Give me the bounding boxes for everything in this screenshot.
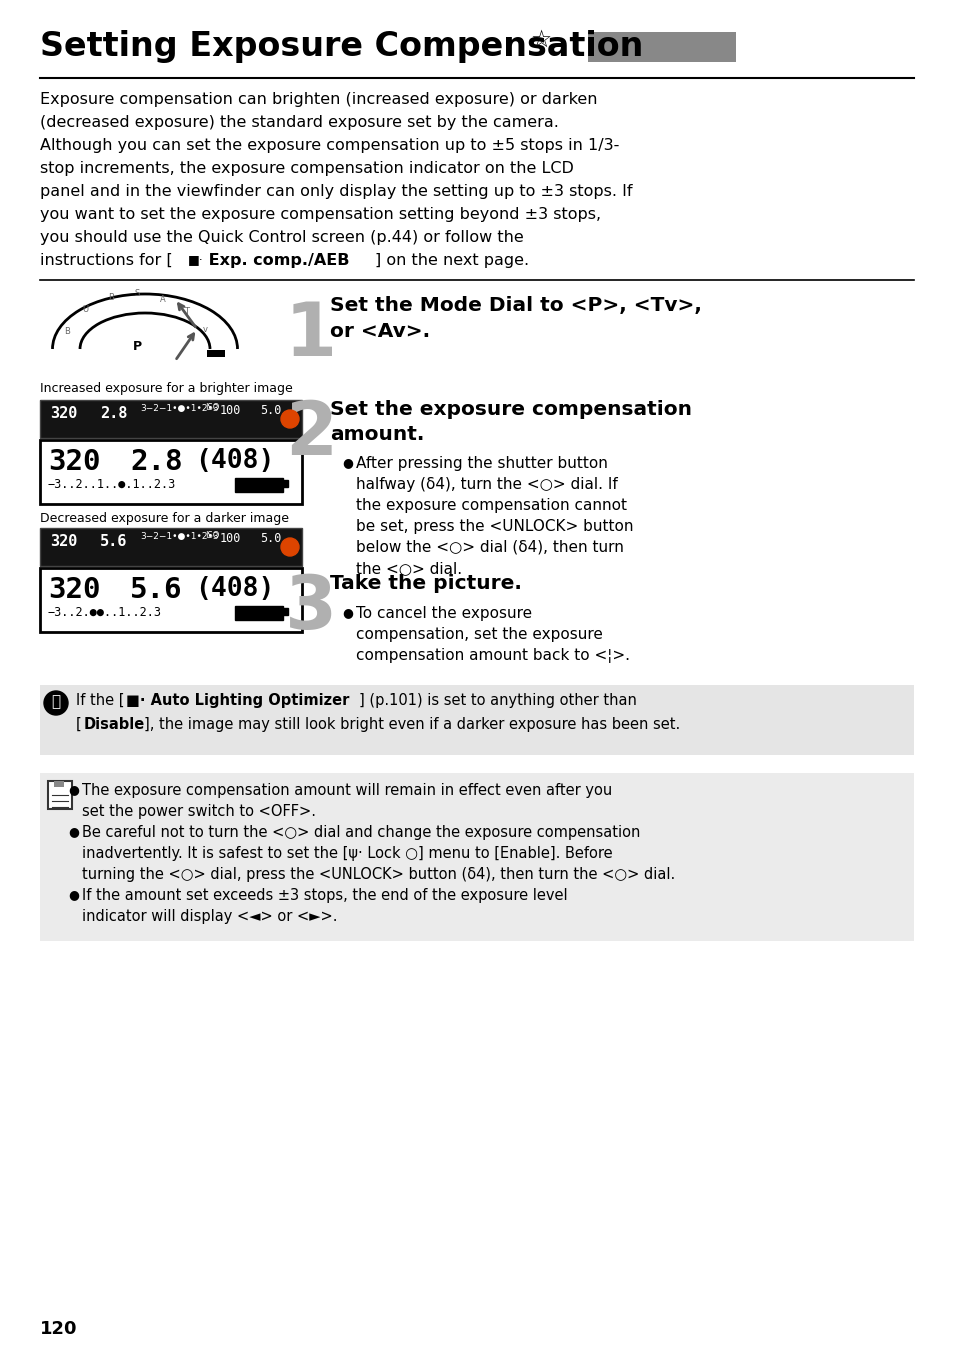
Text: A: A <box>160 295 166 304</box>
Text: 2.8: 2.8 <box>130 448 182 476</box>
Text: below the <○> dial (δ4), then turn: below the <○> dial (δ4), then turn <box>355 539 623 555</box>
Text: T: T <box>184 307 190 316</box>
Text: ●: ● <box>68 783 79 796</box>
Text: After pressing the shutter button: After pressing the shutter button <box>355 456 607 471</box>
Text: (408): (408) <box>194 448 274 473</box>
FancyBboxPatch shape <box>40 685 913 755</box>
Text: amount.: amount. <box>330 425 424 444</box>
Text: ⓘ: ⓘ <box>51 694 60 710</box>
Text: Set the exposure compensation: Set the exposure compensation <box>330 399 691 420</box>
Text: or <Av>.: or <Av>. <box>330 321 430 342</box>
Text: S: S <box>134 289 139 299</box>
FancyBboxPatch shape <box>40 440 302 504</box>
Text: be set, press the <UNLOCK> button: be set, press the <UNLOCK> button <box>355 519 633 534</box>
Text: instructions for [: instructions for [ <box>40 253 172 268</box>
Text: the <○> dial.: the <○> dial. <box>355 561 461 576</box>
Circle shape <box>44 691 68 716</box>
Text: 320: 320 <box>50 406 77 421</box>
Text: 5.0: 5.0 <box>260 533 281 545</box>
Text: 5.0: 5.0 <box>260 404 281 417</box>
Text: Set the Mode Dial to <P>, <Tv>,: Set the Mode Dial to <P>, <Tv>, <box>330 296 701 315</box>
Text: Setting Exposure Compensation: Setting Exposure Compensation <box>40 30 642 63</box>
Text: The exposure compensation amount will remain in effect even after you: The exposure compensation amount will re… <box>82 783 612 798</box>
Text: P: P <box>132 340 141 354</box>
Text: Exp. comp./AEB: Exp. comp./AEB <box>203 253 349 268</box>
Text: (408): (408) <box>194 576 274 603</box>
Text: −3..2..1..●.1..2.3: −3..2..1..●.1..2.3 <box>48 477 176 491</box>
Text: Decreased exposure for a darker image: Decreased exposure for a darker image <box>40 512 289 525</box>
Text: 5.6: 5.6 <box>130 576 182 604</box>
Text: Be careful not to turn the <○> dial and change the exposure compensation: Be careful not to turn the <○> dial and … <box>82 824 639 841</box>
Text: set the power switch to <OFF>.: set the power switch to <OFF>. <box>82 804 315 819</box>
FancyBboxPatch shape <box>283 608 288 615</box>
Text: 100: 100 <box>220 533 241 545</box>
Text: ●: ● <box>341 607 353 619</box>
FancyBboxPatch shape <box>48 781 71 808</box>
Text: 320: 320 <box>50 534 77 549</box>
Text: −3..2.●●..1..2.3: −3..2.●●..1..2.3 <box>48 607 162 619</box>
Text: 3−2−1•●•1•2•3: 3−2−1•●•1•2•3 <box>140 533 218 541</box>
Text: U: U <box>82 304 88 313</box>
Text: (decreased exposure) the standard exposure set by the camera.: (decreased exposure) the standard exposu… <box>40 116 558 130</box>
Text: ], the image may still look bright even if a darker exposure has been set.: ], the image may still look bright even … <box>144 717 679 732</box>
Text: Take the picture.: Take the picture. <box>330 574 521 593</box>
Text: ] (p.101) is set to anything other than: ] (p.101) is set to anything other than <box>358 693 637 707</box>
Text: 1: 1 <box>285 299 336 373</box>
Text: Disable: Disable <box>84 717 145 732</box>
Text: ●: ● <box>341 456 353 469</box>
Text: 100: 100 <box>220 404 241 417</box>
Text: 2: 2 <box>285 398 336 471</box>
FancyBboxPatch shape <box>587 32 735 62</box>
Text: 3−2−1•●•1•2•3: 3−2−1•●•1•2•3 <box>140 404 218 413</box>
Text: 3: 3 <box>285 572 337 646</box>
Text: 5.6: 5.6 <box>100 534 128 549</box>
Text: the exposure compensation cannot: the exposure compensation cannot <box>355 498 626 512</box>
Text: halfway (δ4), turn the <○> dial. If: halfway (δ4), turn the <○> dial. If <box>355 477 618 492</box>
Text: 320: 320 <box>48 448 100 476</box>
Text: ●: ● <box>68 824 79 838</box>
Text: ●: ● <box>68 888 79 901</box>
Text: Increased exposure for a brighter image: Increased exposure for a brighter image <box>40 382 293 395</box>
Text: you should use the Quick Control screen (p.44) or follow the: you should use the Quick Control screen … <box>40 230 523 245</box>
Text: 120: 120 <box>40 1319 77 1338</box>
Text: To cancel the exposure: To cancel the exposure <box>355 607 532 621</box>
Text: compensation amount back to <¦>.: compensation amount back to <¦>. <box>355 648 629 663</box>
Text: Although you can set the exposure compensation up to ±5 stops in 1/3-: Although you can set the exposure compen… <box>40 139 618 153</box>
FancyBboxPatch shape <box>234 607 283 620</box>
Text: turning the <○> dial, press the <UNLOCK> button (δ4), then turn the <○> dial.: turning the <○> dial, press the <UNLOCK>… <box>82 868 675 882</box>
Text: ISO: ISO <box>205 531 219 539</box>
Text: If the [: If the [ <box>76 693 125 707</box>
Text: B: B <box>108 292 113 301</box>
Text: If the amount set exceeds ±3 stops, the end of the exposure level: If the amount set exceeds ±3 stops, the … <box>82 888 567 902</box>
Text: 2.8: 2.8 <box>100 406 128 421</box>
Text: inadvertently. It is safest to set the [ψ· Lock ○] menu to [Enable]. Before: inadvertently. It is safest to set the [… <box>82 846 612 861</box>
Text: stop increments, the exposure compensation indicator on the LCD: stop increments, the exposure compensati… <box>40 161 574 176</box>
Text: v: v <box>202 324 208 334</box>
Text: ] on the next page.: ] on the next page. <box>375 253 529 268</box>
Text: ISO: ISO <box>205 404 219 412</box>
Text: ☆: ☆ <box>530 28 551 52</box>
Circle shape <box>281 410 298 428</box>
FancyBboxPatch shape <box>40 529 302 566</box>
FancyBboxPatch shape <box>40 568 302 632</box>
FancyBboxPatch shape <box>40 399 302 438</box>
Text: compensation, set the exposure: compensation, set the exposure <box>355 627 602 642</box>
Text: you want to set the exposure compensation setting beyond ±3 stops,: you want to set the exposure compensatio… <box>40 207 600 222</box>
Text: [: [ <box>76 717 82 732</box>
Text: ■· Auto Lighting Optimizer: ■· Auto Lighting Optimizer <box>126 693 349 707</box>
Text: B: B <box>64 327 70 335</box>
FancyBboxPatch shape <box>283 480 288 487</box>
Text: indicator will display <◄> or <►>.: indicator will display <◄> or <►>. <box>82 909 337 924</box>
Text: 320: 320 <box>48 576 100 604</box>
Text: ■·: ■· <box>188 253 204 266</box>
Text: Exposure compensation can brighten (increased exposure) or darken: Exposure compensation can brighten (incr… <box>40 91 597 108</box>
FancyBboxPatch shape <box>207 350 225 356</box>
Circle shape <box>281 538 298 555</box>
FancyBboxPatch shape <box>54 781 64 787</box>
FancyBboxPatch shape <box>234 477 283 492</box>
FancyBboxPatch shape <box>40 773 913 941</box>
Text: panel and in the viewfinder can only display the setting up to ±3 stops. If: panel and in the viewfinder can only dis… <box>40 184 632 199</box>
